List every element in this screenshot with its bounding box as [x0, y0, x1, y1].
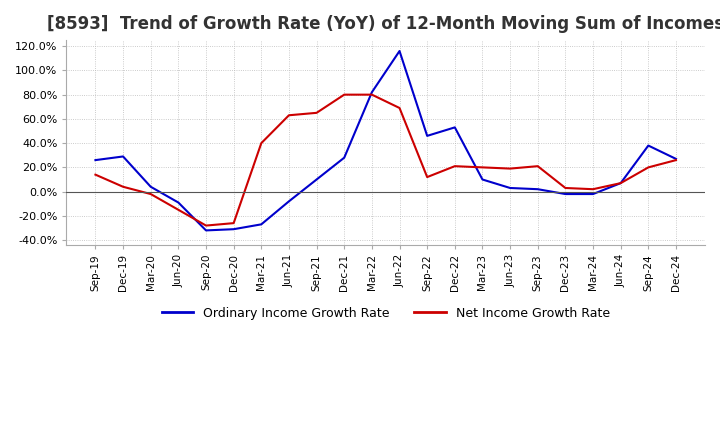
Ordinary Income Growth Rate — [589, 191, 598, 197]
Ordinary Income Growth Rate — [284, 199, 293, 204]
Net Income Growth Rate — [284, 113, 293, 118]
Ordinary Income Growth Rate — [146, 184, 155, 189]
Net Income Growth Rate — [644, 165, 652, 170]
Ordinary Income Growth Rate — [561, 191, 570, 197]
Net Income Growth Rate — [534, 164, 542, 169]
Ordinary Income Growth Rate — [505, 185, 514, 191]
Ordinary Income Growth Rate — [367, 90, 376, 95]
Ordinary Income Growth Rate — [423, 133, 431, 139]
Ordinary Income Growth Rate — [478, 177, 487, 182]
Ordinary Income Growth Rate — [230, 227, 238, 232]
Ordinary Income Growth Rate — [340, 155, 348, 160]
Ordinary Income Growth Rate — [257, 222, 266, 227]
Line: Net Income Growth Rate: Net Income Growth Rate — [96, 95, 676, 226]
Ordinary Income Growth Rate — [202, 228, 210, 233]
Ordinary Income Growth Rate — [395, 48, 404, 54]
Net Income Growth Rate — [423, 174, 431, 180]
Ordinary Income Growth Rate — [119, 154, 127, 159]
Net Income Growth Rate — [340, 92, 348, 97]
Net Income Growth Rate — [451, 164, 459, 169]
Net Income Growth Rate — [91, 172, 100, 177]
Ordinary Income Growth Rate — [616, 180, 625, 186]
Net Income Growth Rate — [367, 92, 376, 97]
Ordinary Income Growth Rate — [174, 200, 183, 205]
Net Income Growth Rate — [146, 191, 155, 197]
Net Income Growth Rate — [478, 165, 487, 170]
Net Income Growth Rate — [202, 223, 210, 228]
Net Income Growth Rate — [257, 140, 266, 146]
Net Income Growth Rate — [230, 220, 238, 226]
Ordinary Income Growth Rate — [312, 177, 321, 182]
Ordinary Income Growth Rate — [534, 187, 542, 192]
Net Income Growth Rate — [395, 105, 404, 110]
Net Income Growth Rate — [561, 185, 570, 191]
Legend: Ordinary Income Growth Rate, Net Income Growth Rate: Ordinary Income Growth Rate, Net Income … — [157, 302, 615, 325]
Ordinary Income Growth Rate — [644, 143, 652, 148]
Net Income Growth Rate — [589, 187, 598, 192]
Net Income Growth Rate — [672, 158, 680, 163]
Ordinary Income Growth Rate — [672, 156, 680, 161]
Line: Ordinary Income Growth Rate: Ordinary Income Growth Rate — [96, 51, 676, 231]
Net Income Growth Rate — [174, 207, 183, 213]
Title: [8593]  Trend of Growth Rate (YoY) of 12-Month Moving Sum of Incomes: [8593] Trend of Growth Rate (YoY) of 12-… — [47, 15, 720, 33]
Net Income Growth Rate — [312, 110, 321, 115]
Net Income Growth Rate — [119, 184, 127, 189]
Ordinary Income Growth Rate — [451, 125, 459, 130]
Ordinary Income Growth Rate — [91, 158, 100, 163]
Net Income Growth Rate — [505, 166, 514, 171]
Net Income Growth Rate — [616, 180, 625, 186]
